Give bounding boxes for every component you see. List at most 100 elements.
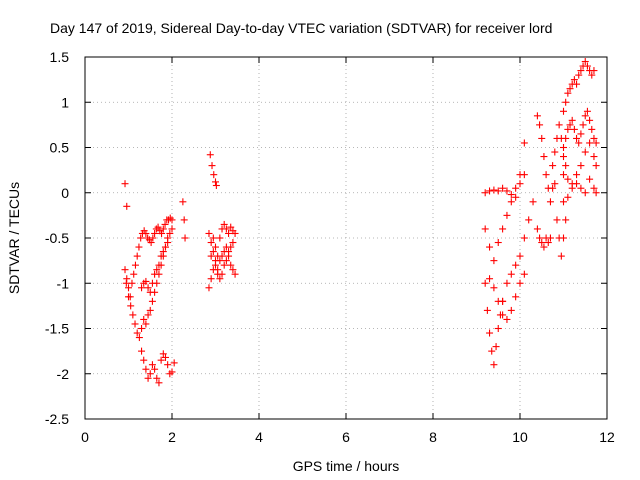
data-point-marker [205, 284, 213, 292]
data-point-marker [520, 270, 528, 278]
data-point-marker [581, 189, 589, 197]
x-tick-label: 12 [599, 429, 615, 445]
data-point-marker [155, 379, 163, 387]
data-point-marker [125, 284, 132, 292]
data-point-marker [121, 266, 129, 274]
data-point-marker [140, 356, 148, 364]
data-point-marker [481, 189, 489, 197]
data-series [481, 171, 528, 199]
data-point-marker [533, 225, 541, 233]
data-point-marker [142, 365, 150, 373]
data-series [206, 151, 220, 190]
data-point-marker [560, 171, 567, 179]
data-point-marker [562, 216, 570, 224]
data-point-marker [142, 320, 150, 328]
data-point-marker [586, 139, 594, 147]
data-point-marker [209, 248, 217, 256]
data-point-marker [494, 187, 502, 195]
x-tick-labels: 0 2 4 6 8 10 12 [81, 429, 615, 445]
data-point-marker [123, 202, 131, 210]
data-point-marker [133, 329, 141, 337]
data-point-marker [555, 121, 563, 129]
data-point-marker [564, 89, 572, 97]
data-point-marker [164, 239, 172, 247]
data-point-marker [125, 293, 132, 301]
data-point-marker [207, 239, 215, 247]
y-tick-label: -2.5 [45, 411, 69, 427]
data-point-marker [216, 234, 224, 242]
data-point-marker [503, 211, 511, 219]
data-point-marker [507, 270, 515, 278]
data-point-marker [566, 85, 574, 93]
data-point-marker [577, 130, 585, 138]
data-point-marker [577, 67, 585, 75]
y-tick-label: -2 [57, 366, 70, 382]
data-point-marker [205, 229, 213, 237]
data-point-marker [503, 279, 511, 287]
x-tick-label: 6 [342, 429, 350, 445]
data-point-marker [122, 279, 130, 287]
data-point-marker [168, 368, 176, 376]
data-point-marker [153, 266, 161, 274]
data-point-marker [499, 225, 507, 233]
data-point-marker [533, 112, 541, 120]
data-point-marker [516, 180, 524, 188]
data-point-marker [130, 270, 138, 278]
data-point-marker [127, 302, 135, 310]
data-point-marker [180, 216, 188, 224]
data-point-marker [220, 261, 228, 269]
y-tick-label: 1 [61, 94, 69, 110]
data-point-marker [137, 234, 145, 242]
data-point-marker [164, 361, 172, 369]
data-point-marker [148, 297, 156, 305]
data-series [138, 239, 172, 296]
data-point-marker [494, 297, 502, 305]
data-point-marker [168, 225, 176, 233]
data-point-marker [546, 198, 554, 206]
data-point-marker [590, 153, 598, 161]
data-point-marker [499, 184, 507, 192]
data-series [486, 270, 528, 323]
data-point-marker [494, 325, 502, 332]
data-point-marker [583, 62, 591, 70]
y-tick-label: 0 [61, 185, 69, 201]
data-point-marker [207, 252, 215, 260]
data-point-marker [222, 257, 230, 265]
data-point-marker [486, 187, 494, 195]
x-tick-label: 2 [168, 429, 176, 445]
data-point-marker [129, 311, 137, 319]
data-series [207, 239, 237, 283]
data-point-marker [520, 234, 528, 242]
data-point-marker [503, 315, 511, 323]
data-point-marker [560, 234, 567, 242]
y-axis-label: SDTVAR / TECUs [6, 182, 22, 294]
data-point-marker [486, 243, 494, 251]
data-point-marker [490, 284, 498, 292]
data-point-marker [564, 125, 572, 133]
data-point-marker [142, 277, 150, 285]
data-point-marker [588, 71, 596, 79]
data-point-marker [581, 58, 589, 66]
data-point-marker [538, 134, 546, 142]
data-point-marker [568, 116, 576, 124]
data-point-marker [138, 325, 146, 332]
data-point-marker [549, 184, 557, 192]
data-points [121, 58, 600, 387]
x-tick-label: 0 [81, 429, 89, 445]
data-point-marker [490, 361, 498, 369]
data-series [205, 220, 239, 260]
data-point-marker [512, 193, 520, 201]
data-point-marker [148, 361, 156, 369]
x-tick-label: 4 [255, 429, 263, 445]
data-point-marker [138, 347, 146, 355]
data-point-marker [581, 148, 589, 156]
data-point-marker [153, 374, 161, 382]
data-point-marker [161, 243, 169, 251]
data-point-marker [220, 220, 228, 228]
data-point-marker [222, 225, 230, 233]
data-point-marker [157, 252, 165, 260]
data-point-marker [486, 329, 494, 337]
data-series [138, 347, 178, 387]
data-point-marker [507, 198, 515, 206]
data-point-marker [581, 112, 589, 120]
